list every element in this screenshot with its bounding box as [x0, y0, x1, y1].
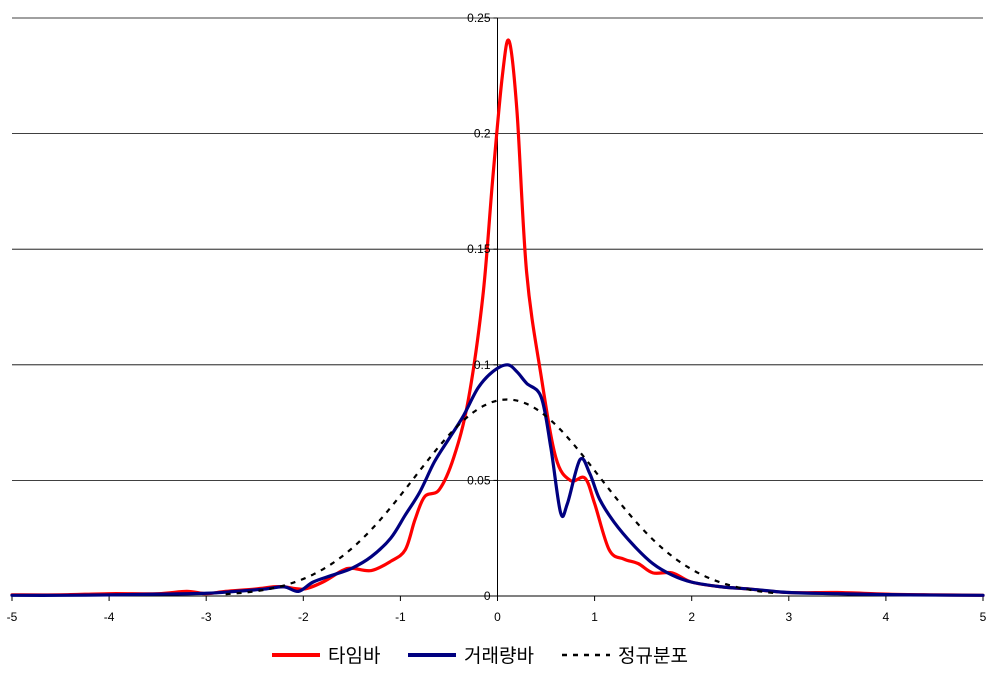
series-lines	[10, 38, 985, 597]
x-tick-label: -5	[7, 610, 18, 624]
axes	[11, 17, 984, 601]
y-tick-label: 0.05	[467, 473, 491, 487]
y-tick-label: 0.2	[474, 127, 491, 141]
x-tick-label: 0	[494, 610, 501, 624]
tick-labels: -5 -4 -3 -2 -1 0 1 2 3 4 5 0 0.05 0.1 0.15 0.2 0.25	[7, 11, 987, 624]
legend: 타임바 거래량바 정규분포	[272, 645, 688, 667]
x-tick-label: -1	[395, 610, 406, 624]
y-tick-label: 0.15	[467, 242, 491, 256]
legend-label-1: 거래량바	[464, 645, 534, 667]
series-line-1	[10, 363, 985, 597]
x-tick-label: 5	[980, 610, 987, 624]
y-tick-label: 0.25	[467, 11, 491, 25]
series-line-2	[225, 398, 780, 596]
x-tick-label: -2	[298, 610, 309, 624]
x-tick-label: 1	[591, 610, 598, 624]
x-tick-label: -3	[201, 610, 212, 624]
y-tick-label: 0.1	[474, 358, 491, 372]
x-tick-label: 3	[785, 610, 792, 624]
x-tick-label: -4	[104, 610, 115, 624]
legend-label-0: 타임바	[328, 645, 380, 667]
x-tick-label: 2	[688, 610, 695, 624]
y-tick-label: 0	[484, 589, 491, 603]
legend-label-2: 정규분포	[618, 645, 688, 667]
x-tick-label: 4	[883, 610, 890, 624]
